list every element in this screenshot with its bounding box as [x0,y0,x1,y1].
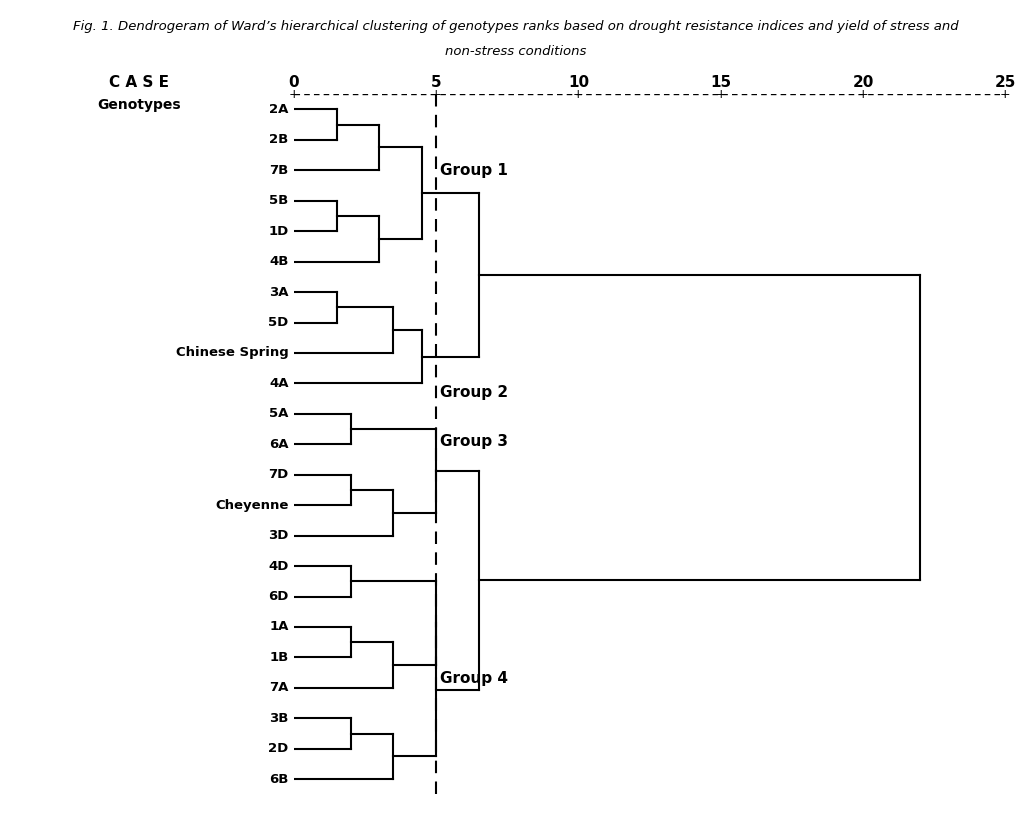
Text: 4A: 4A [269,377,289,390]
Text: +: + [858,88,868,101]
Text: +: + [431,88,441,101]
Text: 10: 10 [568,75,589,90]
Text: +: + [573,88,584,101]
Text: Cheyenne: Cheyenne [215,499,289,512]
Text: 25: 25 [995,75,1016,90]
Text: 4B: 4B [269,256,289,268]
Text: Group 2: Group 2 [440,385,508,400]
Text: 0: 0 [289,75,299,90]
Text: C A S E: C A S E [109,75,169,90]
Text: 1B: 1B [269,651,289,664]
Text: 6B: 6B [269,772,289,785]
Text: 7D: 7D [268,468,289,482]
Text: 2B: 2B [269,133,289,147]
Text: 6A: 6A [269,438,289,450]
Text: Genotypes: Genotypes [97,98,181,112]
Text: +: + [289,88,299,101]
Text: 7B: 7B [269,164,289,177]
Text: 5D: 5D [268,316,289,329]
Text: 15: 15 [710,75,731,90]
Text: 1D: 1D [268,224,289,238]
Text: 2A: 2A [269,103,289,116]
Text: 1A: 1A [269,621,289,633]
Text: Group 3: Group 3 [440,434,508,449]
Text: 7A: 7A [269,681,289,695]
Text: 3A: 3A [269,286,289,299]
Text: 5B: 5B [269,194,289,207]
Text: 4D: 4D [268,559,289,572]
Text: 3B: 3B [269,712,289,725]
Text: non-stress conditions: non-stress conditions [444,45,587,58]
Text: Fig. 1. Dendrogeram of Ward’s hierarchical clustering of genotypes ranks based o: Fig. 1. Dendrogeram of Ward’s hierarchic… [73,20,958,34]
Text: +: + [1000,88,1010,101]
Text: +: + [716,88,726,101]
Text: 2D: 2D [268,742,289,755]
Text: 5A: 5A [269,407,289,420]
Text: Group 4: Group 4 [440,672,508,686]
Text: 5: 5 [431,75,441,90]
Text: Group 1: Group 1 [440,163,508,178]
Text: 6D: 6D [268,590,289,603]
Text: Chinese Spring: Chinese Spring [176,346,289,360]
Text: 20: 20 [853,75,873,90]
Text: 3D: 3D [268,529,289,542]
